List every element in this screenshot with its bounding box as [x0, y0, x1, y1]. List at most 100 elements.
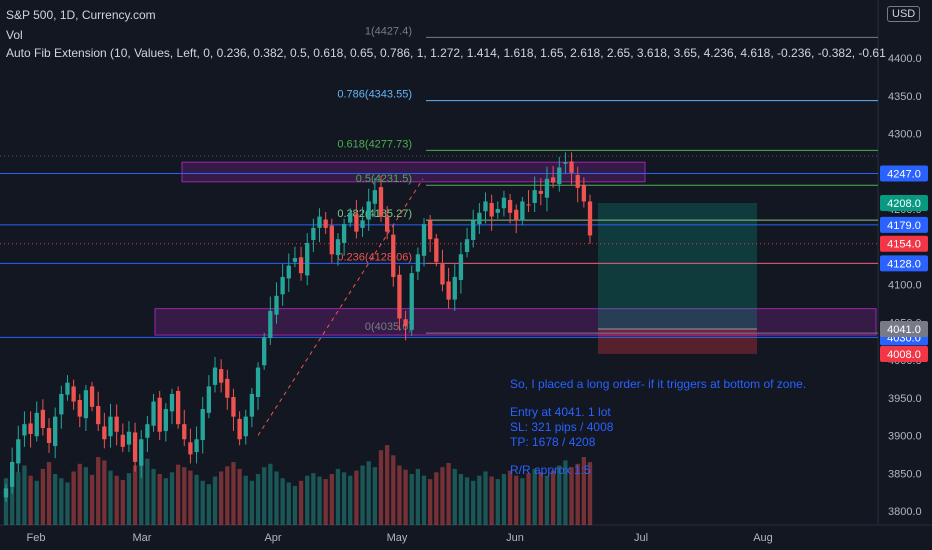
candle-body: [145, 424, 150, 438]
candle-body: [403, 319, 408, 327]
y-tick-label: 3800.0: [888, 506, 922, 518]
candle-body: [458, 254, 464, 280]
candle-body: [77, 400, 82, 417]
candle-body: [501, 197, 507, 209]
candle-body: [139, 439, 144, 466]
fib-level-label: 0.5(4231.5): [356, 173, 412, 185]
y-tick-label: 4350.0: [888, 91, 922, 103]
candle-body: [495, 209, 500, 213]
volume-bar: [243, 475, 248, 525]
candle-body: [89, 386, 95, 407]
target-area: [598, 202, 757, 330]
volume-bar: [520, 478, 525, 525]
candle-body: [108, 416, 113, 437]
y-tick-label: 4100.0: [888, 280, 922, 292]
volume-bar: [120, 479, 125, 525]
volume-bar: [219, 471, 224, 525]
price-tags: 4247.04179.04128.04030.04208.04154.04041…: [880, 165, 928, 362]
price-tag: [880, 235, 928, 252]
candle-body: [151, 401, 156, 426]
volume-bar: [292, 485, 298, 525]
candle-body: [428, 220, 433, 240]
time-axis[interactable]: Feb Mar Apr May Jun Jul Aug: [27, 532, 773, 544]
candle-body: [360, 220, 365, 228]
volume-bar: [501, 474, 507, 525]
candle-body: [132, 432, 138, 462]
price-axis[interactable]: 3800.03850.03900.03950.04000.04050.04100…: [888, 53, 922, 518]
volume-bar: [354, 470, 359, 525]
candle-body: [126, 431, 132, 445]
volume-bar: [225, 466, 230, 525]
candle-body: [9, 461, 15, 487]
candle-body: [366, 201, 371, 220]
candle-body: [120, 434, 125, 447]
fib-indicator-label[interactable]: Auto Fib Extension (10, Values, Left, 0,…: [6, 46, 886, 60]
candle-body: [231, 396, 236, 417]
fib-extension-layer[interactable]: 1(4427.4) 0.786(4343.55) 0.618(4277.73) 0.5…: [257, 25, 878, 436]
candle-body: [440, 264, 445, 285]
long-position-tool[interactable]: [598, 202, 757, 354]
volume-bar: [458, 474, 464, 525]
candle-body: [163, 409, 168, 431]
candle-body: [274, 295, 279, 315]
volume-bar: [563, 460, 568, 525]
candle-body: [225, 378, 230, 398]
candle-body: [262, 337, 267, 366]
candle-body: [581, 184, 587, 202]
price-tag-label: 4128.0: [887, 258, 921, 270]
x-tick-label: Mar: [133, 532, 152, 544]
volume-bar: [415, 468, 421, 525]
candle-body: [212, 367, 218, 385]
candle-body: [188, 442, 193, 455]
volume-bar: [46, 462, 52, 525]
zones-layer[interactable]: [154, 161, 877, 336]
volume-bar: [231, 462, 236, 525]
volume-bar: [569, 467, 574, 525]
volume-bar: [323, 479, 328, 525]
y-tick-label: 3900.0: [888, 431, 922, 443]
y-tick-label: 3850.0: [888, 468, 922, 480]
price-tag-label: 4247.0: [887, 169, 921, 181]
y-tick-label: 4300.0: [888, 129, 922, 141]
y-tick-label: 4400.0: [888, 53, 922, 65]
candle-body: [434, 238, 439, 262]
volume-bar: [169, 472, 175, 525]
candle-body: [520, 201, 525, 221]
volume-bar: [489, 476, 494, 525]
candle-body: [22, 424, 27, 436]
volume-bar: [514, 475, 519, 525]
candle-body: [219, 369, 224, 383]
candle-body: [317, 216, 322, 228]
volume-bar: [348, 475, 353, 525]
candle-body: [3, 488, 9, 498]
volume-bar: [157, 474, 162, 525]
candle-body: [329, 225, 334, 255]
candle-body: [421, 224, 427, 256]
fib-level-label: 1(4427.4): [365, 25, 412, 37]
volume-bar: [452, 468, 457, 525]
candles-layer: [3, 152, 593, 502]
volume-bar: [440, 467, 445, 525]
price-tag-label: 4041.0: [887, 324, 921, 336]
volume-bar: [335, 468, 341, 525]
candle-body: [569, 161, 574, 173]
candle-body: [409, 273, 414, 330]
volume-bar: [89, 474, 95, 525]
price-tag: [880, 194, 928, 211]
volume-bar: [305, 475, 310, 525]
candle-body: [514, 209, 519, 221]
note-line-2: Entry at 4041. 1 lot: [510, 405, 611, 419]
price-tag-label: 4008.0: [887, 349, 921, 361]
candle-body: [550, 177, 556, 183]
volume-indicator-label[interactable]: Vol: [6, 28, 23, 42]
volume-bar: [544, 475, 550, 525]
volume-bar: [262, 467, 267, 525]
candle-body: [96, 406, 101, 425]
candle-body: [157, 397, 162, 432]
volume-bar: [126, 473, 132, 525]
volume-bar: [495, 479, 500, 525]
volume-bar: [464, 477, 470, 525]
candle-body: [532, 190, 537, 203]
currency-button[interactable]: USD: [887, 6, 921, 22]
